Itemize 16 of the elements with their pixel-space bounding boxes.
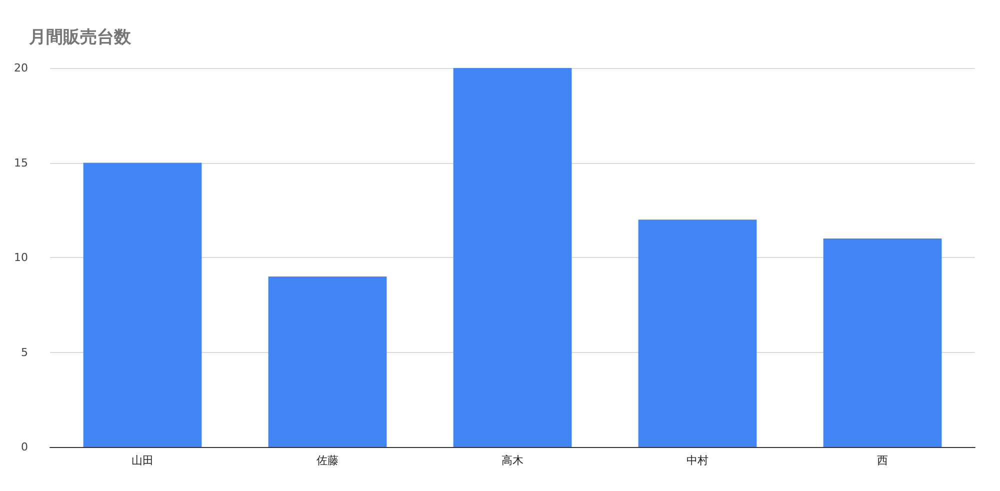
y-tick-label: 10 (14, 251, 28, 264)
bar (83, 162, 202, 447)
x-tick-label: 西 (877, 454, 888, 467)
chart-title: 月間販売台数 (28, 28, 132, 48)
bar (453, 68, 572, 447)
bar (823, 238, 942, 447)
x-tick-label: 高木 (502, 454, 524, 467)
y-tick-label: 5 (21, 346, 28, 359)
y-tick-label: 0 (21, 440, 28, 454)
x-tick-label: 中村 (686, 454, 708, 467)
bar (268, 276, 387, 447)
y-tick-label: 15 (14, 156, 28, 170)
x-tick-label: 佐藤 (316, 454, 338, 467)
bar (638, 220, 757, 447)
y-tick-label: 20 (14, 62, 28, 74)
x-tick-label: 山田 (132, 454, 154, 467)
